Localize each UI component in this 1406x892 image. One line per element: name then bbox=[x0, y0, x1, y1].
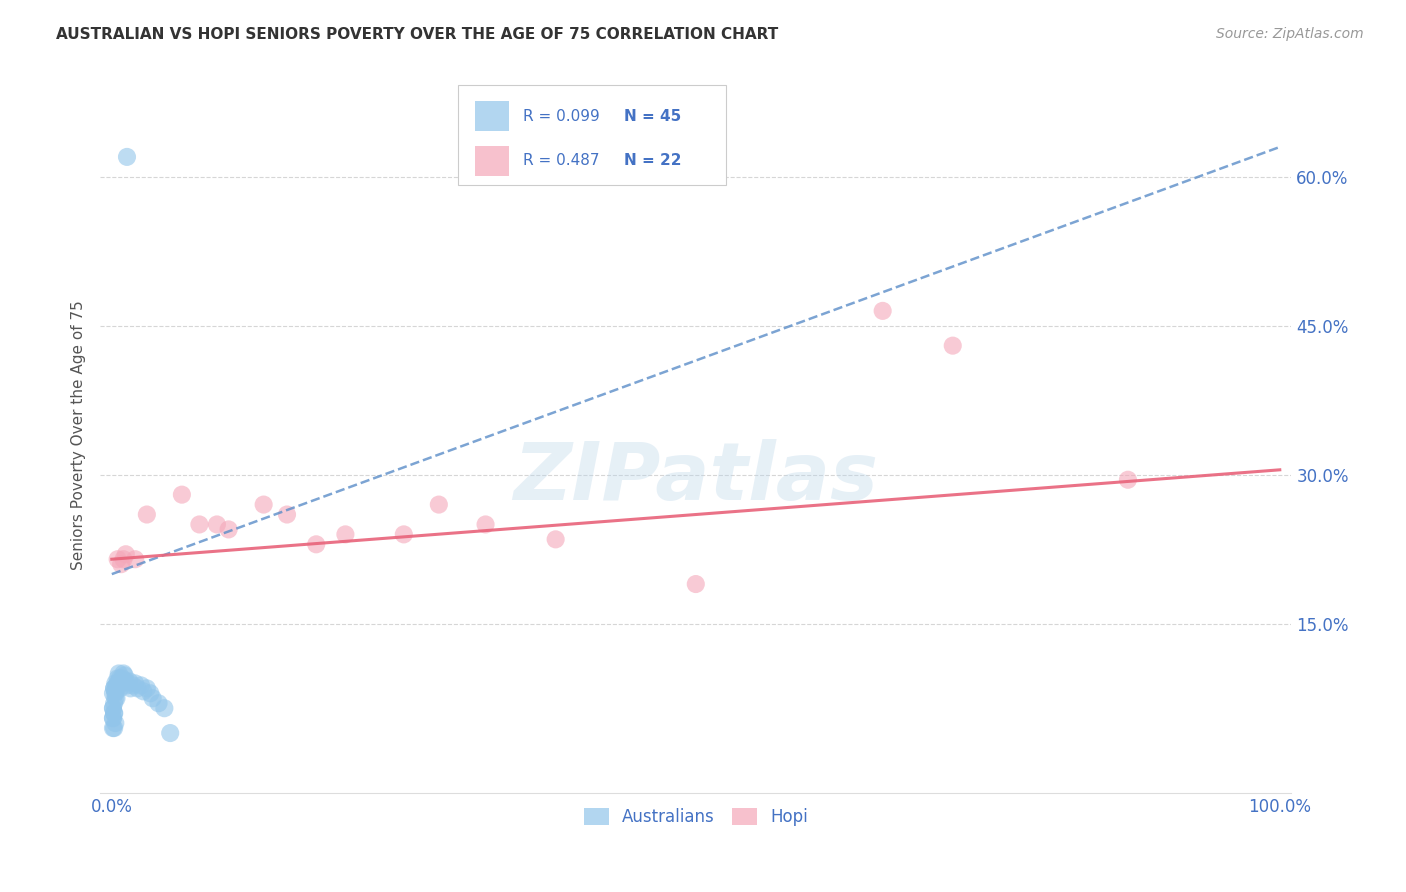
Point bbox=[103, 696, 125, 710]
Point bbox=[101, 711, 124, 725]
Point bbox=[101, 721, 124, 735]
Point bbox=[103, 681, 125, 696]
Text: Source: ZipAtlas.com: Source: ZipAtlas.com bbox=[1216, 27, 1364, 41]
Point bbox=[1116, 473, 1139, 487]
Text: R = 0.487: R = 0.487 bbox=[523, 153, 599, 169]
Point bbox=[139, 686, 162, 700]
Point bbox=[118, 674, 141, 689]
Point bbox=[276, 508, 298, 522]
Point bbox=[103, 706, 125, 721]
Point bbox=[132, 684, 155, 698]
Point bbox=[104, 676, 127, 690]
Point bbox=[101, 701, 124, 715]
Point bbox=[170, 488, 193, 502]
Bar bbox=[475, 101, 509, 131]
Point bbox=[111, 672, 134, 686]
Point bbox=[218, 523, 240, 537]
Point bbox=[114, 668, 136, 682]
Point bbox=[104, 686, 127, 700]
Point bbox=[112, 552, 135, 566]
Point bbox=[104, 691, 127, 706]
Point bbox=[121, 678, 143, 692]
Point bbox=[104, 684, 127, 698]
Point bbox=[115, 678, 138, 692]
Point bbox=[110, 557, 132, 571]
Point bbox=[153, 701, 176, 715]
Point bbox=[942, 338, 965, 352]
Point bbox=[114, 674, 136, 689]
Point bbox=[872, 304, 894, 318]
Point bbox=[103, 681, 125, 696]
Text: ZIPatlas: ZIPatlas bbox=[513, 439, 879, 517]
Text: N = 22: N = 22 bbox=[624, 153, 682, 169]
Point bbox=[103, 706, 125, 721]
Point bbox=[685, 577, 707, 591]
Point bbox=[392, 527, 415, 541]
FancyBboxPatch shape bbox=[457, 85, 725, 185]
Point bbox=[108, 681, 131, 696]
Point bbox=[124, 552, 146, 566]
Point bbox=[159, 726, 181, 740]
Point bbox=[104, 716, 127, 731]
Point bbox=[148, 696, 170, 710]
Point bbox=[127, 681, 149, 696]
Point bbox=[108, 672, 131, 686]
Point bbox=[135, 508, 157, 522]
Point bbox=[335, 527, 357, 541]
Legend: Australians, Hopi: Australians, Hopi bbox=[575, 799, 815, 834]
Text: AUSTRALIAN VS HOPI SENIORS POVERTY OVER THE AGE OF 75 CORRELATION CHART: AUSTRALIAN VS HOPI SENIORS POVERTY OVER … bbox=[56, 27, 779, 42]
Point bbox=[474, 517, 496, 532]
Text: N = 45: N = 45 bbox=[624, 109, 682, 124]
Point bbox=[107, 676, 129, 690]
Point bbox=[205, 517, 228, 532]
Point bbox=[135, 681, 157, 696]
Point bbox=[305, 537, 328, 551]
Point bbox=[253, 498, 276, 512]
Bar bbox=[475, 145, 509, 176]
Point bbox=[101, 711, 124, 725]
Point bbox=[112, 666, 135, 681]
Point bbox=[107, 552, 129, 566]
Point bbox=[101, 686, 124, 700]
Point bbox=[108, 678, 131, 692]
Point bbox=[108, 666, 131, 681]
Point bbox=[110, 674, 132, 689]
Point bbox=[107, 672, 129, 686]
Point bbox=[114, 547, 136, 561]
Y-axis label: Seniors Poverty Over the Age of 75: Seniors Poverty Over the Age of 75 bbox=[72, 301, 86, 570]
Point bbox=[427, 498, 450, 512]
Point bbox=[188, 517, 211, 532]
Point bbox=[105, 678, 128, 692]
Point bbox=[142, 691, 165, 706]
Point bbox=[105, 691, 128, 706]
Point bbox=[101, 701, 124, 715]
Point bbox=[124, 676, 146, 690]
Point bbox=[129, 678, 152, 692]
Point bbox=[103, 721, 125, 735]
Text: R = 0.099: R = 0.099 bbox=[523, 109, 600, 124]
Point bbox=[120, 681, 142, 696]
Point bbox=[115, 150, 138, 164]
Point bbox=[544, 533, 567, 547]
